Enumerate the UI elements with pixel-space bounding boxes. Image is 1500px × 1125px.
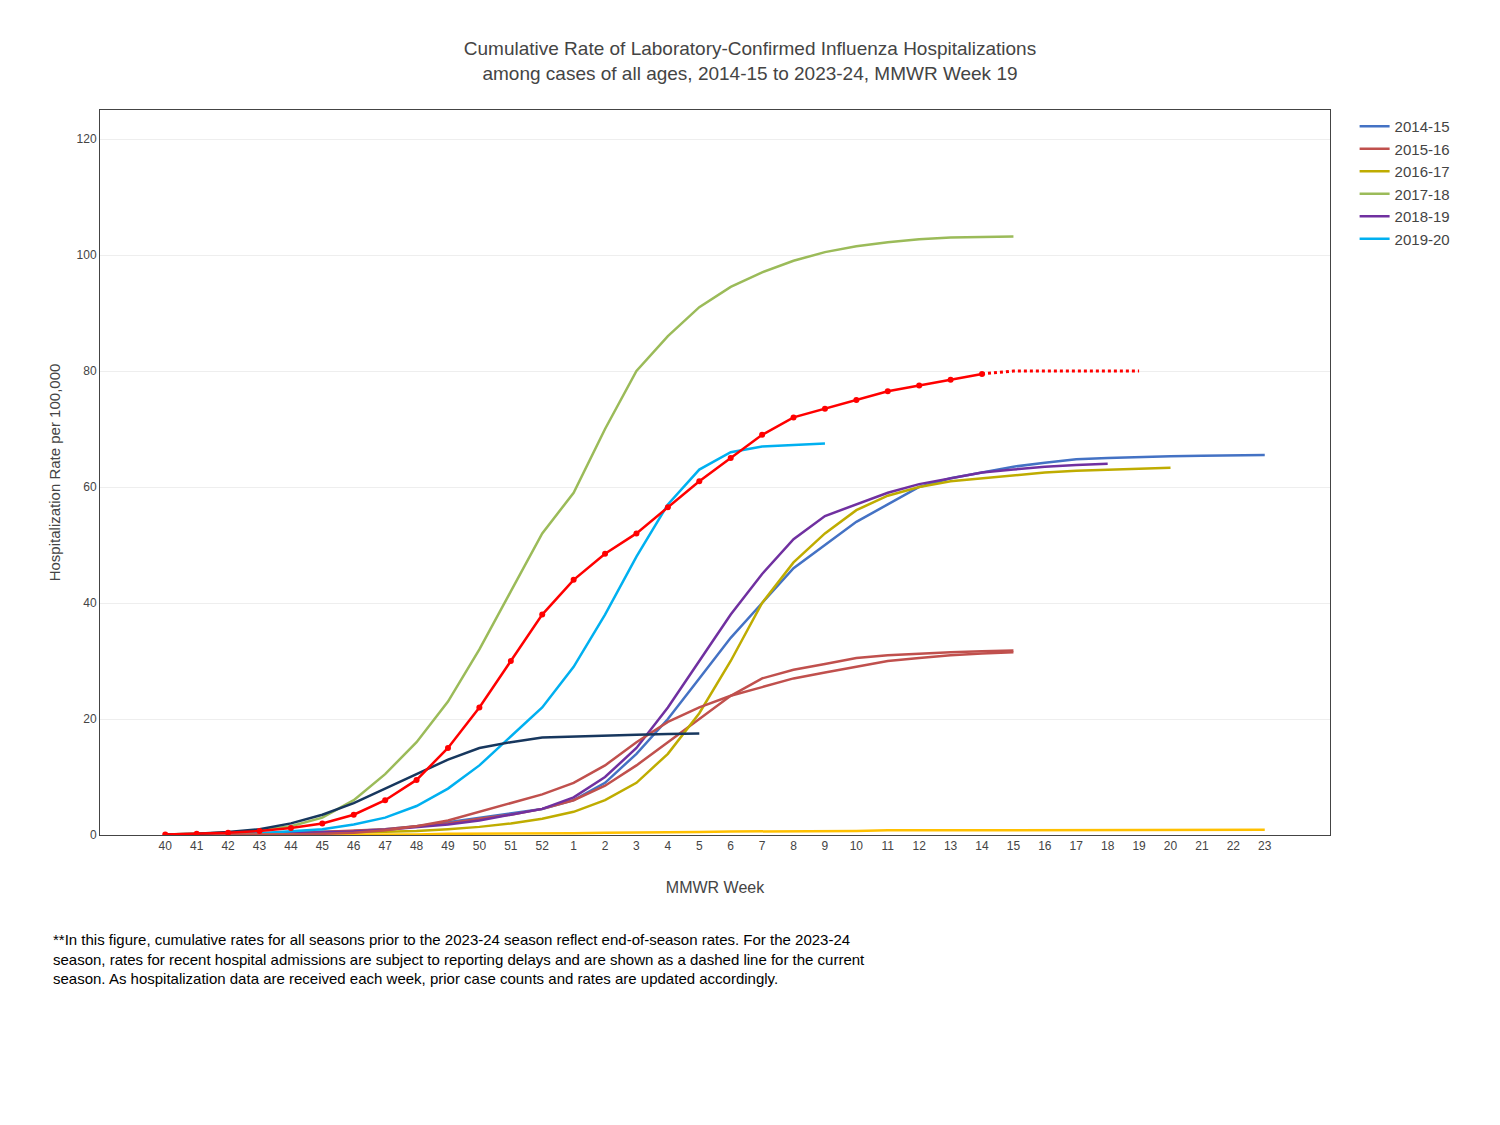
svg-text:41: 41 [190,839,204,853]
svg-text:0: 0 [90,828,97,842]
svg-text:1: 1 [570,839,577,853]
svg-text:Hospitalization Rate per 100,0: Hospitalization Rate per 100,000 [46,364,63,582]
svg-text:23: 23 [1258,839,1272,853]
svg-text:42: 42 [221,839,235,853]
svg-text:4: 4 [665,839,672,853]
svg-text:2: 2 [602,839,609,853]
svg-text:2017-18: 2017-18 [1395,186,1450,203]
svg-text:2018-19: 2018-19 [1395,208,1450,225]
svg-text:9: 9 [822,839,829,853]
svg-text:17: 17 [1070,839,1084,853]
svg-text:49: 49 [441,839,455,853]
svg-text:20: 20 [83,712,97,726]
svg-text:13: 13 [944,839,958,853]
svg-text:22: 22 [1227,839,1241,853]
svg-text:2014-15: 2014-15 [1395,118,1450,135]
svg-text:46: 46 [347,839,361,853]
svg-text:40: 40 [83,596,97,610]
svg-text:3: 3 [633,839,640,853]
svg-text:60: 60 [83,480,97,494]
svg-text:12: 12 [913,839,927,853]
svg-text:7: 7 [759,839,766,853]
svg-text:48: 48 [410,839,424,853]
svg-text:10: 10 [850,839,864,853]
svg-text:44: 44 [284,839,298,853]
svg-text:47: 47 [378,839,392,853]
svg-text:15: 15 [1007,839,1021,853]
svg-text:2015-16: 2015-16 [1395,141,1450,158]
svg-text:20: 20 [1164,839,1178,853]
svg-text:2016-17: 2016-17 [1395,163,1450,180]
svg-text:120: 120 [77,132,97,146]
svg-text:MMWR Week: MMWR Week [666,879,765,896]
svg-text:100: 100 [77,248,97,262]
svg-text:21: 21 [1195,839,1209,853]
svg-text:11: 11 [882,839,895,853]
svg-text:50: 50 [473,839,487,853]
svg-text:80: 80 [83,364,97,378]
svg-text:43: 43 [253,839,267,853]
svg-text:8: 8 [790,839,797,853]
svg-text:6: 6 [727,839,734,853]
svg-text:2019-20: 2019-20 [1395,231,1450,248]
svg-text:5: 5 [696,839,703,853]
svg-text:19: 19 [1132,839,1146,853]
svg-text:Cumulative Rate of Laboratory-: Cumulative Rate of Laboratory-Confirmed … [464,38,1036,84]
svg-text:16: 16 [1038,839,1052,853]
svg-text:52: 52 [536,839,550,853]
svg-text:45: 45 [316,839,330,853]
svg-text:40: 40 [159,839,173,853]
svg-text:51: 51 [504,839,518,853]
svg-text:18: 18 [1101,839,1115,853]
svg-text:14: 14 [975,839,989,853]
svg-text:**In this figure, cumulative r: **In this figure, cumulative rates for a… [53,931,865,987]
